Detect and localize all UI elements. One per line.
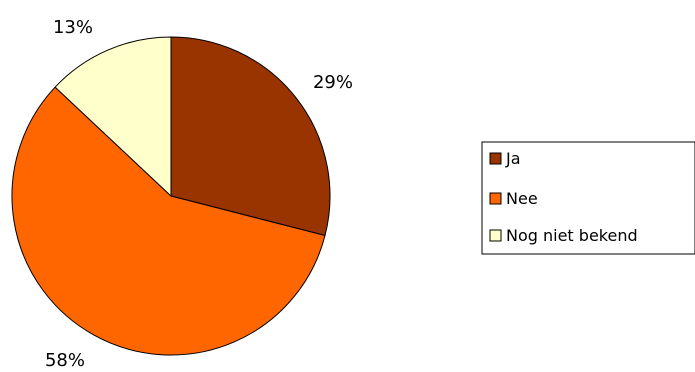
pie-slice-ja xyxy=(170,36,331,237)
pie-slices xyxy=(11,36,331,356)
legend-swatch-nog-niet-bekend xyxy=(489,229,502,242)
pie-slice-nog-niet-bekend xyxy=(54,36,172,198)
percent-label-nee: 58% xyxy=(45,350,85,371)
legend: Ja Nee Nog niet bekend xyxy=(481,141,695,255)
pie-percent-labels: 29% 58% 13% xyxy=(45,17,353,371)
percent-label-nog-niet-bekend: 13% xyxy=(53,17,93,38)
legend-label-ja: Ja xyxy=(505,149,521,168)
legend-label-nog-niet-bekend: Nog niet bekend xyxy=(506,226,638,245)
legend-swatch-ja xyxy=(489,152,502,165)
pie-slice-nee xyxy=(11,86,326,356)
legend-box xyxy=(481,141,695,255)
legend-swatch-nee xyxy=(489,192,502,205)
percent-label-ja: 29% xyxy=(313,72,353,93)
legend-label-nee: Nee xyxy=(506,189,538,208)
